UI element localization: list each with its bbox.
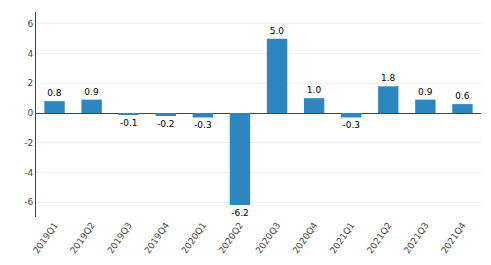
svg-text:0.9: 0.9 [418, 87, 433, 97]
svg-text:0: 0 [27, 108, 33, 118]
svg-text:0.6: 0.6 [455, 91, 470, 101]
svg-text:2019Q4: 2019Q4 [142, 220, 171, 255]
svg-text:2: 2 [27, 78, 33, 88]
svg-text:2021Q3: 2021Q3 [402, 220, 431, 255]
svg-text:0.8: 0.8 [47, 88, 62, 98]
svg-text:2020Q2: 2020Q2 [217, 220, 246, 255]
svg-text:-2: -2 [24, 138, 33, 148]
svg-text:1.0: 1.0 [307, 85, 322, 95]
svg-text:2019Q1: 2019Q1 [31, 220, 60, 255]
svg-text:2020Q3: 2020Q3 [254, 220, 283, 255]
svg-text:6: 6 [27, 19, 33, 29]
svg-text:2021Q1: 2021Q1 [328, 220, 357, 255]
svg-text:2019Q2: 2019Q2 [68, 220, 97, 255]
svg-text:-0.3: -0.3 [342, 120, 360, 130]
svg-text:-0.3: -0.3 [194, 120, 212, 130]
svg-text:-0.1: -0.1 [120, 118, 138, 128]
svg-text:4: 4 [27, 49, 33, 59]
svg-text:1.8: 1.8 [381, 73, 396, 83]
svg-text:2021Q4: 2021Q4 [439, 220, 468, 255]
svg-text:0.9: 0.9 [84, 87, 99, 97]
svg-text:2020Q1: 2020Q1 [180, 220, 209, 255]
svg-text:2019Q3: 2019Q3 [105, 220, 134, 255]
svg-text:-4: -4 [24, 168, 33, 178]
svg-text:-0.2: -0.2 [157, 119, 175, 129]
svg-text:-6: -6 [24, 197, 33, 207]
svg-text:2021Q2: 2021Q2 [365, 220, 394, 255]
svg-text:-6.2: -6.2 [231, 208, 249, 218]
svg-text:2020Q4: 2020Q4 [291, 220, 320, 255]
svg-text:5.0: 5.0 [270, 26, 285, 36]
